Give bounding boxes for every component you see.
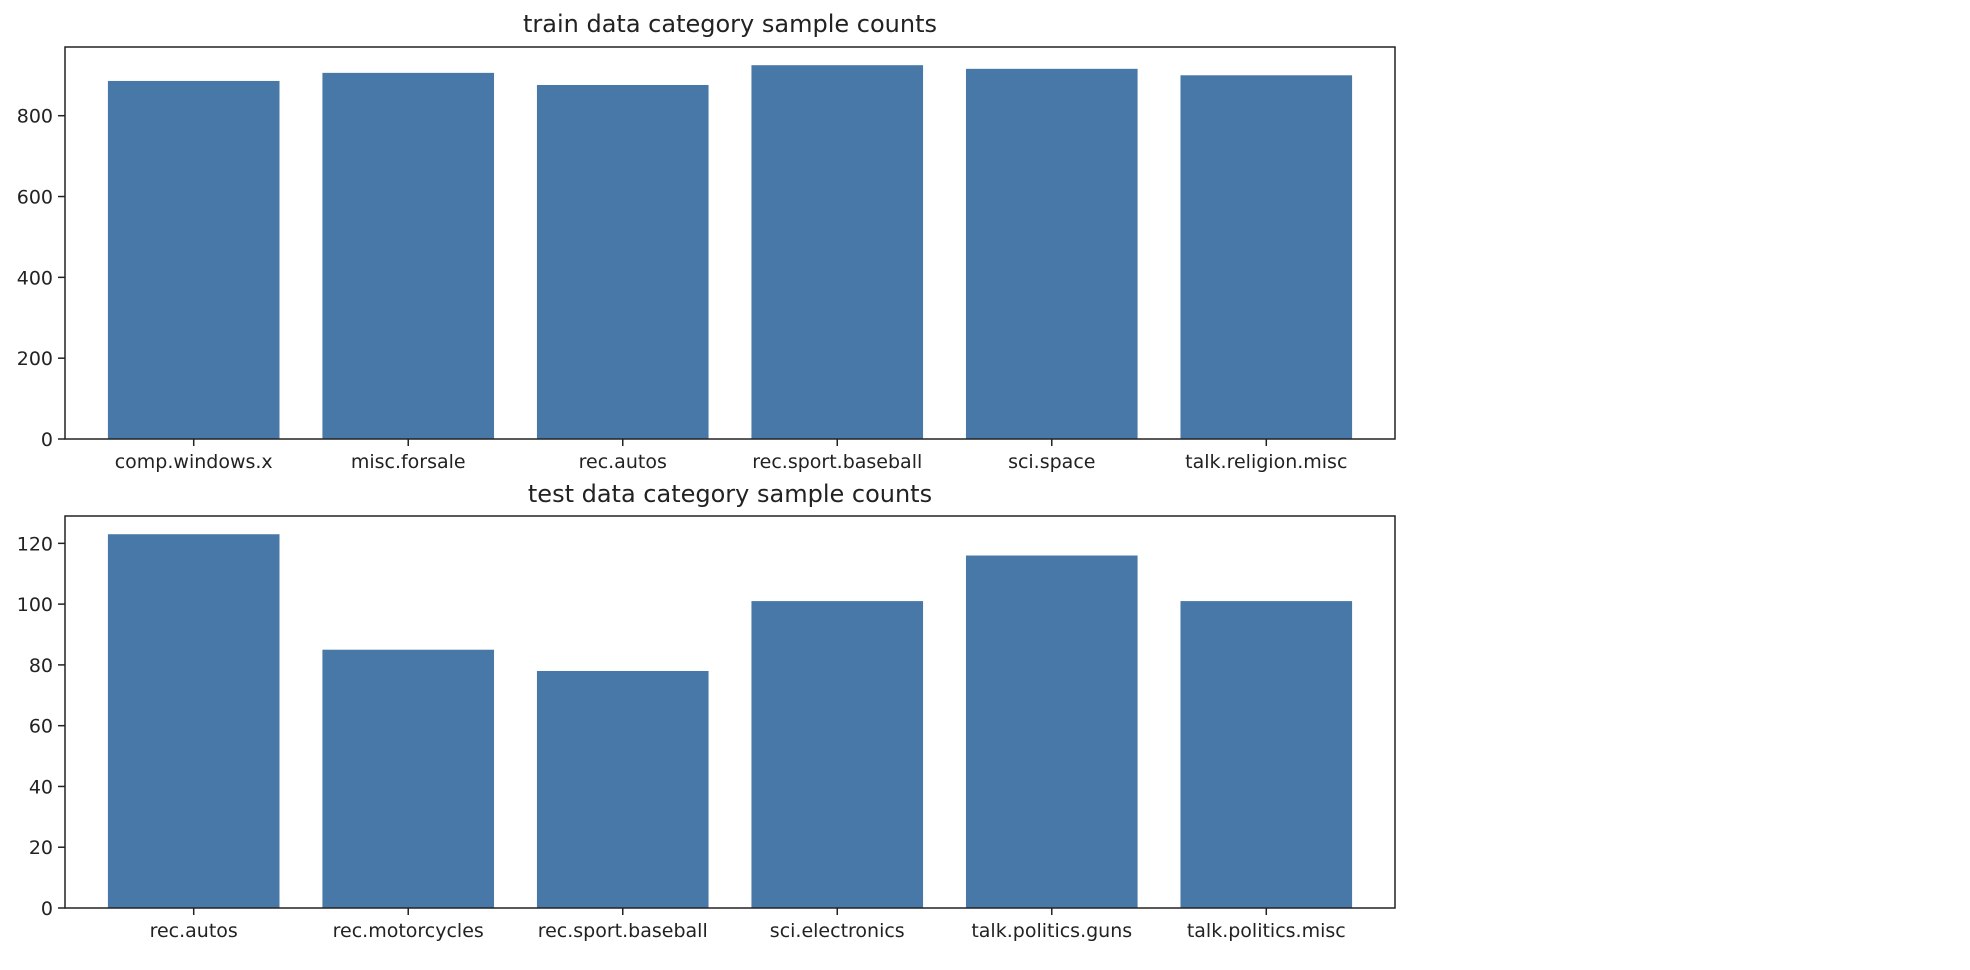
- test-x-tick-label-1: rec.motorcycles: [333, 920, 484, 942]
- test-plot-frame: [64, 515, 1396, 909]
- test-bar-2: [536, 670, 709, 908]
- test-bar-1: [322, 649, 495, 908]
- train-chart-title: train data category sample counts: [523, 10, 937, 38]
- train-bar-5: [1180, 75, 1353, 439]
- test-bar-5: [1180, 601, 1353, 908]
- test-x-tick-label-2: rec.sport.baseball: [538, 920, 708, 942]
- train-bar-1: [322, 72, 495, 440]
- train-bar-3: [751, 65, 924, 439]
- test-y-tick-label-6: 120: [17, 533, 53, 555]
- test-bar-4: [965, 555, 1138, 908]
- test-y-axis: 0 20 40 60 80 100 120: [17, 533, 65, 920]
- train-plot-frame: [64, 46, 1396, 440]
- test-bar-3: [751, 601, 924, 908]
- test-y-tick-label-5: 100: [17, 594, 53, 616]
- train-y-tick-label-4: 800: [17, 106, 53, 128]
- test-y-tick-label-2: 40: [29, 776, 53, 798]
- train-y-axis: 0 200 400 600 800: [17, 106, 65, 451]
- train-y-tick-label-0: 0: [41, 429, 53, 451]
- train-x-tick-label-2: rec.autos: [579, 451, 667, 473]
- train-x-tick-label-1: misc.forsale: [351, 451, 466, 473]
- test-bar-0: [107, 534, 280, 908]
- train-y-tick-label-2: 400: [17, 267, 53, 289]
- test-x-tick-label-5: talk.politics.misc: [1187, 920, 1346, 942]
- test-y-tick-label-1: 20: [29, 837, 53, 859]
- test-y-tick-label-4: 80: [29, 655, 53, 677]
- train-x-tick-label-4: sci.space: [1008, 451, 1095, 473]
- test-y-tick-label-3: 60: [29, 716, 53, 738]
- train-x-tick-label-5: talk.religion.misc: [1185, 451, 1347, 473]
- train-chart: train data category sample counts 0 200 40…: [17, 10, 1396, 473]
- test-x-tick-label-4: talk.politics.guns: [971, 920, 1132, 942]
- train-bar-0: [107, 80, 280, 439]
- test-x-tick-label-0: rec.autos: [150, 920, 238, 942]
- test-chart-title: test data category sample counts: [528, 480, 932, 508]
- test-x-tick-label-3: sci.electronics: [770, 920, 905, 942]
- train-bar-2: [536, 84, 709, 440]
- test-bars: [107, 534, 1353, 908]
- train-x-tick-label-0: comp.windows.x: [115, 451, 273, 473]
- test-x-axis: rec.autos rec.motorcycles rec.sport.baseba…: [150, 908, 1346, 942]
- test-chart: test data category sample counts 0 20 40 60…: [17, 480, 1396, 942]
- train-y-tick-label-3: 600: [17, 187, 53, 209]
- train-bars: [107, 65, 1353, 440]
- train-bar-4: [965, 68, 1138, 439]
- train-x-axis: comp.windows.x misc.forsale rec.autos rec.s…: [115, 439, 1347, 473]
- train-y-tick-label-1: 200: [17, 348, 53, 370]
- train-x-tick-label-3: rec.sport.baseball: [752, 451, 922, 473]
- test-y-tick-label-0: 0: [41, 898, 53, 920]
